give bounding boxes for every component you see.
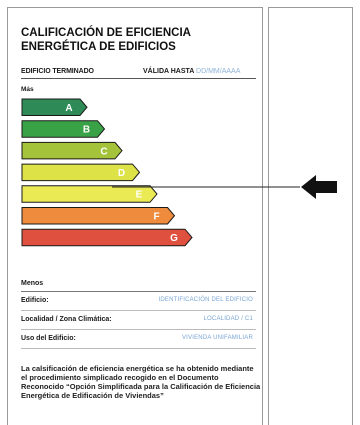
building-row: Edificio: IDENTIFICACIÓN DEL EDIFICIO	[21, 297, 256, 309]
rating-bar-c: C	[21, 141, 123, 160]
rating-letter: B	[83, 125, 90, 136]
rating-bar-b: B	[21, 120, 106, 138]
building-label: Edificio:	[21, 297, 49, 304]
validity: VÁLIDA HASTA DD/MM/AAAA	[143, 68, 240, 75]
label-title: CALIFICACIÓN DE EFICIENCIA ENERGÉTICA DE…	[21, 27, 191, 53]
rating-letter: E	[136, 190, 143, 201]
rating-bar-shape	[21, 141, 123, 160]
use-label: Uso del Edificio:	[21, 335, 76, 342]
rating-bar-f: F	[21, 207, 176, 225]
valid-until-date: DD/MM/AAAA	[196, 68, 241, 75]
building-divider	[21, 310, 256, 311]
rating-letter: D	[118, 168, 125, 179]
location-row: Localidad / Zona Climática: LOCALIDAD / …	[21, 316, 256, 328]
scale-top-label: Más	[21, 86, 34, 93]
location-value: LOCALIDAD / C1	[203, 316, 253, 322]
building-status: EDIFICIO TERMINADO	[21, 68, 94, 75]
rating-letter: F	[153, 211, 159, 222]
use-row: Uso del Edificio: VIVIENDA UNIFAMILIAR	[21, 335, 256, 347]
use-value: VIVIENDA UNIFAMILIAR	[181, 335, 253, 341]
rating-bar-d: D	[21, 163, 141, 182]
rating-letter: A	[65, 103, 72, 114]
scale-divider	[21, 291, 256, 292]
building-value: IDENTIFICACIÓN DEL EDIFICIO	[158, 297, 253, 303]
rating-bar-shape	[21, 163, 141, 182]
rating-bar-shape	[21, 207, 176, 225]
use-divider	[21, 348, 256, 349]
scale-bottom-label: Menos	[21, 280, 44, 287]
rating-letter: G	[170, 233, 178, 244]
rating-bar-shape	[21, 228, 193, 247]
location-label: Localidad / Zona Climática:	[21, 316, 112, 323]
rating-indicator-frame	[268, 7, 353, 425]
rating-bar-shape	[21, 185, 158, 203]
valid-until-label: VÁLIDA HASTA	[143, 68, 195, 75]
current-rating-arrow-icon	[301, 175, 337, 199]
label-frame	[7, 7, 263, 425]
rating-letter: C	[100, 146, 107, 157]
rating-bar-shape	[21, 98, 88, 116]
rating-bar-a: A	[21, 98, 88, 116]
meta-divider	[21, 78, 256, 79]
rating-bar-shape	[21, 120, 106, 138]
rating-bar-g: G	[21, 228, 193, 247]
footnote: La calsificación de eficiencia energétic…	[21, 364, 261, 400]
location-divider	[21, 329, 256, 330]
rating-bar-e: E	[21, 185, 158, 203]
